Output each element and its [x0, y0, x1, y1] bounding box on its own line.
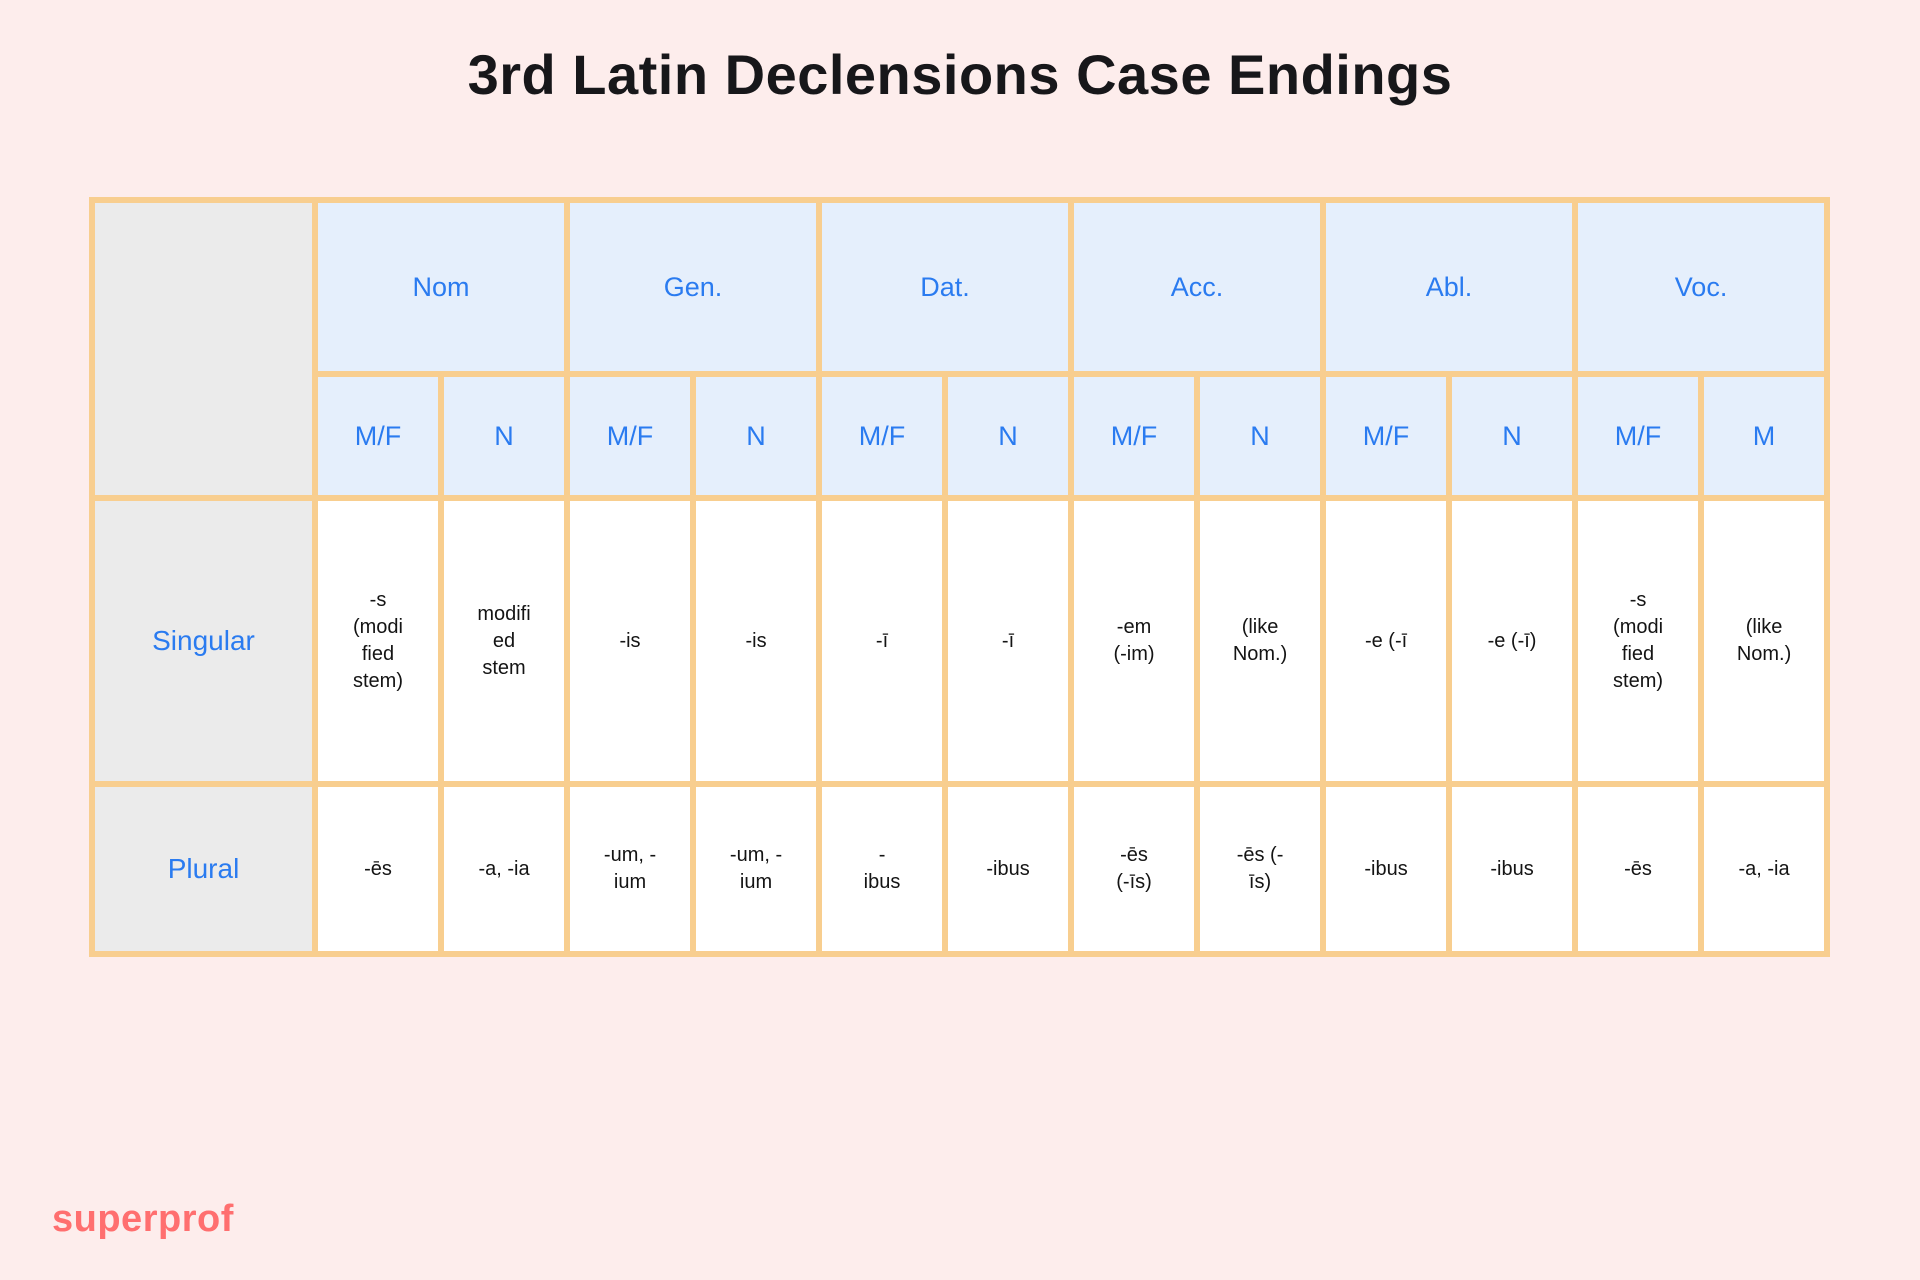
cell-singular-voc-m: (like Nom.): [1704, 501, 1825, 781]
cell-plural-acc-mf: -ēs (-īs): [1074, 787, 1195, 951]
subheader-voc-m: M: [1704, 377, 1825, 495]
subheader-nom-mf: M/F: [318, 377, 438, 495]
subheader-gen-mf: M/F: [570, 377, 691, 495]
row-label-plural: Plural: [95, 787, 312, 951]
singular-row: Singular -s (modi fied stem) modifi ed s…: [95, 501, 1825, 781]
cell-singular-nom-n: modifi ed stem: [444, 501, 565, 781]
cell-plural-gen-n: -um, - ium: [696, 787, 817, 951]
cell-plural-voc-m: -a, -ia: [1704, 787, 1825, 951]
cell-singular-acc-n: (like Nom.): [1200, 501, 1321, 781]
subheader-nom-n: N: [444, 377, 565, 495]
subheader-dat-mf: M/F: [822, 377, 943, 495]
subheader-abl-n: N: [1452, 377, 1573, 495]
table-corner-cell: [95, 203, 312, 495]
cell-plural-acc-n: -ēs (- īs): [1200, 787, 1321, 951]
cell-singular-nom-mf: -s (modi fied stem): [318, 501, 438, 781]
cell-plural-dat-n: -ibus: [948, 787, 1069, 951]
subheader-acc-n: N: [1200, 377, 1321, 495]
sub-header-row: M/F N M/F N M/F N M/F N M/F N M/F M: [95, 377, 1825, 495]
group-header-abl: Abl.: [1326, 203, 1573, 371]
declension-table: Nom Gen. Dat. Acc. Abl. Voc. M/F N M/F N…: [89, 197, 1831, 957]
cell-plural-voc-mf: -ēs: [1578, 787, 1699, 951]
cell-plural-gen-mf: -um, - ium: [570, 787, 691, 951]
group-header-nom: Nom: [318, 203, 565, 371]
cell-plural-abl-mf: -ibus: [1326, 787, 1447, 951]
subheader-gen-n: N: [696, 377, 817, 495]
cell-singular-gen-mf: -is: [570, 501, 691, 781]
declension-table-container: Nom Gen. Dat. Acc. Abl. Voc. M/F N M/F N…: [89, 197, 1831, 957]
cell-singular-acc-mf: -em (-im): [1074, 501, 1195, 781]
group-header-acc: Acc.: [1074, 203, 1321, 371]
subheader-voc-mf: M/F: [1578, 377, 1699, 495]
cell-plural-nom-mf: -ēs: [318, 787, 438, 951]
superprof-logo: superprof: [52, 1198, 234, 1240]
plural-row: Plural -ēs -a, -ia -um, - ium -um, - ium…: [95, 787, 1825, 951]
group-header-row: Nom Gen. Dat. Acc. Abl. Voc.: [95, 203, 1825, 495]
subheader-dat-n: N: [948, 377, 1069, 495]
cell-singular-dat-mf: -ī: [822, 501, 943, 781]
group-header-gen: Gen.: [570, 203, 817, 371]
cell-plural-dat-mf: - ibus: [822, 787, 943, 951]
page-title: 3rd Latin Declensions Case Endings: [467, 43, 1453, 106]
row-label-singular: Singular: [95, 501, 312, 781]
subheader-acc-mf: M/F: [1074, 377, 1195, 495]
group-header-dat: Dat.: [822, 203, 1069, 371]
cell-singular-voc-mf: -s (modi fied stem): [1578, 501, 1699, 781]
cell-singular-abl-n: -e (-ī): [1452, 501, 1573, 781]
group-header-voc: Voc.: [1578, 203, 1825, 371]
cell-plural-nom-n: -a, -ia: [444, 787, 565, 951]
cell-singular-dat-n: -ī: [948, 501, 1069, 781]
cell-singular-abl-mf: -e (-ī: [1326, 501, 1447, 781]
cell-singular-gen-n: -is: [696, 501, 817, 781]
subheader-abl-mf: M/F: [1326, 377, 1447, 495]
cell-plural-abl-n: -ibus: [1452, 787, 1573, 951]
